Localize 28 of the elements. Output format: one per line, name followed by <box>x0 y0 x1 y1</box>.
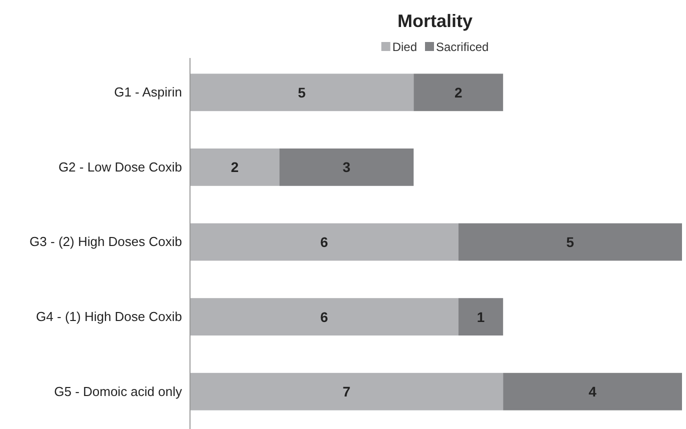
bar <box>190 74 414 112</box>
data-label: 7 <box>342 384 351 400</box>
bar <box>190 148 280 186</box>
chart-title: Mortality <box>397 11 473 31</box>
data-label: 2 <box>230 159 239 176</box>
data-label: 2 <box>454 84 462 100</box>
data-label: 3 <box>342 159 351 176</box>
bar <box>279 148 414 186</box>
legend-label: Sacrificed <box>436 40 489 54</box>
y-tick-label: G2 - Low Dose Coxib <box>58 159 182 174</box>
data-label: 6 <box>320 234 328 250</box>
y-tick-label: G5 - Domoic acid only <box>54 384 182 399</box>
y-tick-label: G3 - (2) High Doses Coxib <box>30 234 182 250</box>
bar <box>458 298 504 336</box>
bar <box>190 223 458 261</box>
bar <box>503 372 682 410</box>
data-label: 6 <box>320 308 328 325</box>
bar <box>414 74 504 112</box>
data-label: 1 <box>476 308 485 325</box>
y-tick-label: G1 - Aspirin <box>114 84 182 100</box>
y-tick-label: G4 - (1) High Dose Coxib <box>36 308 182 324</box>
data-label: 4 <box>588 384 597 400</box>
data-label: 5 <box>298 84 306 100</box>
legend-label: Died <box>392 40 417 54</box>
bar <box>458 223 682 261</box>
bar <box>190 298 458 336</box>
data-label: 5 <box>566 234 574 250</box>
bar <box>190 372 504 410</box>
